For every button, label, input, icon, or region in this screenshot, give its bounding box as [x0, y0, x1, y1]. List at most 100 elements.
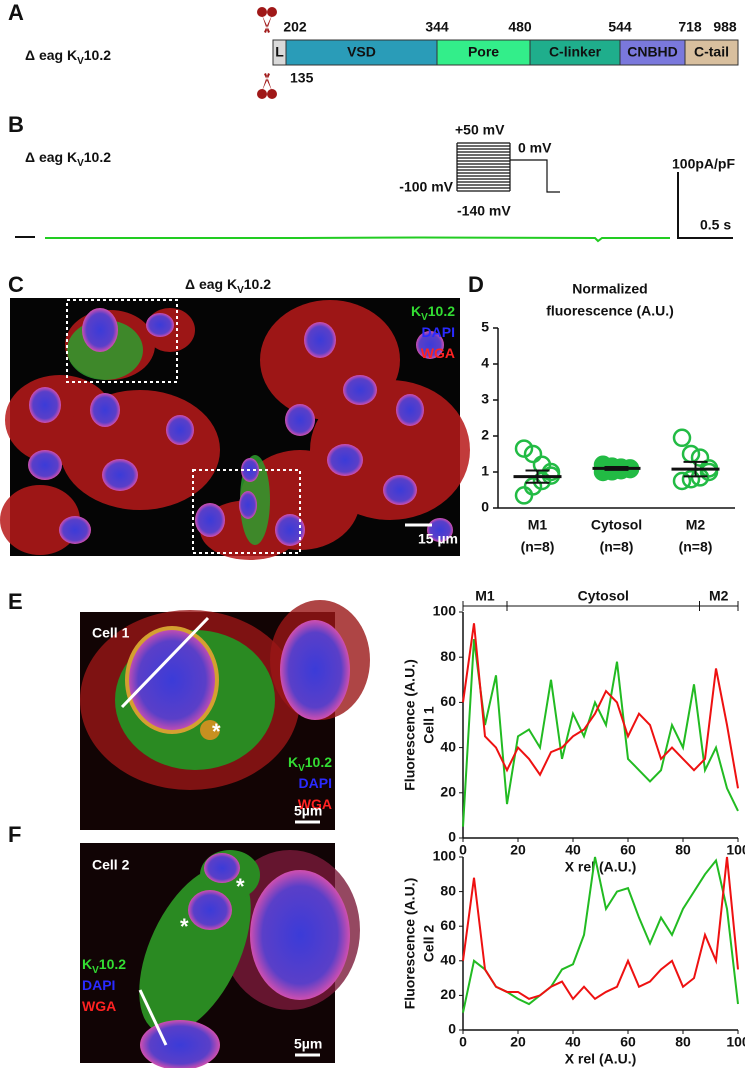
micrograph-c: [0, 298, 470, 560]
x-tick-label: 0: [459, 1034, 467, 1050]
label-part: WGA: [298, 796, 332, 812]
domain: [436, 39, 531, 66]
x-axis-label: X rel (A.U.): [565, 859, 637, 875]
current-trace: [15, 172, 733, 243]
label: WGA: [82, 998, 116, 1014]
label: Δ eag KV10.2: [185, 276, 271, 296]
label-part: V: [77, 56, 84, 67]
label-part: K: [288, 754, 298, 770]
region-bracket: [699, 601, 739, 611]
residue-label: 344: [425, 19, 449, 35]
x-tick-label: 60: [620, 1034, 636, 1050]
y-tick-label: 0: [448, 829, 456, 845]
data-line: [462, 638, 739, 827]
panel-letter: C: [8, 272, 24, 297]
data-point: [514, 486, 534, 505]
x-tick-label: M2: [686, 517, 706, 533]
x-tick-note: (n=8): [679, 539, 713, 555]
scale-label: 5µm: [294, 1036, 322, 1052]
domain: [684, 39, 739, 66]
label: WGA: [298, 796, 332, 812]
y-tick-label: 20: [440, 986, 456, 1002]
label-part: DAPI: [422, 324, 455, 340]
data-line: [462, 856, 739, 1001]
data-line: [462, 856, 739, 1013]
panel-letter: E: [8, 589, 23, 614]
domain-label: C-linker: [549, 44, 602, 60]
x-tick-label: 20: [510, 1034, 526, 1050]
region-label: M2: [709, 588, 729, 604]
y-tick-label: 3: [481, 391, 489, 407]
error-bar: [525, 469, 550, 484]
image-label: Cell 1: [92, 625, 130, 641]
y-tick-label: 4: [481, 355, 489, 371]
x-tick-label: 80: [675, 842, 691, 858]
label-part: V: [421, 312, 428, 323]
data-point: [690, 448, 710, 467]
y-tick-label: 60: [440, 693, 456, 709]
label: KV10.2: [82, 956, 126, 976]
label-part: DAPI: [82, 977, 115, 993]
label: WGA: [421, 345, 455, 361]
domain: [285, 39, 438, 66]
y-tick-label: 80: [440, 648, 456, 664]
scale-label: 100pA/pF: [672, 156, 735, 172]
label-part: WGA: [421, 345, 455, 361]
domain-label: L: [275, 44, 284, 60]
y-axis-label: Cell 1: [421, 706, 437, 744]
label-part: 10.2: [84, 47, 111, 63]
residue-label: 718: [678, 19, 702, 35]
y-tick-label: 0: [448, 1021, 456, 1037]
label-part: K: [411, 303, 421, 319]
label-part: 10.2: [99, 956, 126, 972]
label-part: V: [298, 763, 305, 774]
label-part: V: [92, 965, 99, 976]
label: Δ eag KV10.2: [25, 149, 111, 169]
y-tick-label: 60: [440, 917, 456, 933]
scale-label: 0.5 s: [700, 217, 731, 233]
domain-label: Pore: [468, 44, 499, 60]
x-tick-label: M1: [528, 517, 548, 533]
domain-label: CNBHD: [627, 44, 678, 60]
label-part: Δ eag K: [25, 47, 77, 63]
y-axis-label: Cell 2: [421, 925, 437, 963]
domain: [529, 39, 621, 66]
x-tick-label: 100: [726, 842, 745, 858]
label: DAPI: [82, 977, 115, 993]
residue-label: 544: [608, 19, 632, 35]
data-point: [672, 471, 692, 491]
x-tick-note: (n=8): [600, 539, 634, 555]
data-point: [523, 477, 543, 496]
x-tick-label: 60: [620, 842, 636, 858]
protocol-label: +50 mV: [455, 122, 505, 138]
x-tick-label: 40: [565, 1034, 581, 1050]
label: DAPI: [299, 775, 332, 791]
x-tick-label: Cytosol: [591, 517, 642, 533]
scale-label: 5µm: [294, 803, 322, 819]
panel-letter: B: [8, 112, 24, 137]
micrograph-e: *: [80, 600, 370, 830]
data-point: [523, 444, 543, 464]
step: [456, 143, 560, 193]
chart-title: fluorescence (A.U.): [546, 303, 674, 319]
asterisk: *: [236, 874, 245, 899]
label-part: 10.2: [244, 276, 271, 292]
y-tick-label: 0: [481, 499, 489, 515]
x-tick-label: 80: [675, 1034, 691, 1050]
data-point: [672, 428, 692, 448]
y-tick-label: 80: [440, 882, 456, 898]
x-tick-label: 20: [510, 842, 526, 858]
protocol-label: 0 mV: [518, 140, 552, 156]
y-tick-label: 100: [433, 848, 457, 864]
region-label: Cytosol: [578, 588, 629, 604]
y-tick-label: 100: [433, 603, 457, 619]
label-part: Δ eag K: [185, 276, 237, 292]
label: KV10.2: [288, 754, 332, 774]
label: KV10.2: [411, 303, 455, 323]
y-tick-label: 5: [481, 319, 489, 335]
label-part: 10.2: [84, 149, 111, 165]
image-label: Cell 2: [92, 857, 130, 873]
voltage-protocol: [456, 142, 560, 193]
